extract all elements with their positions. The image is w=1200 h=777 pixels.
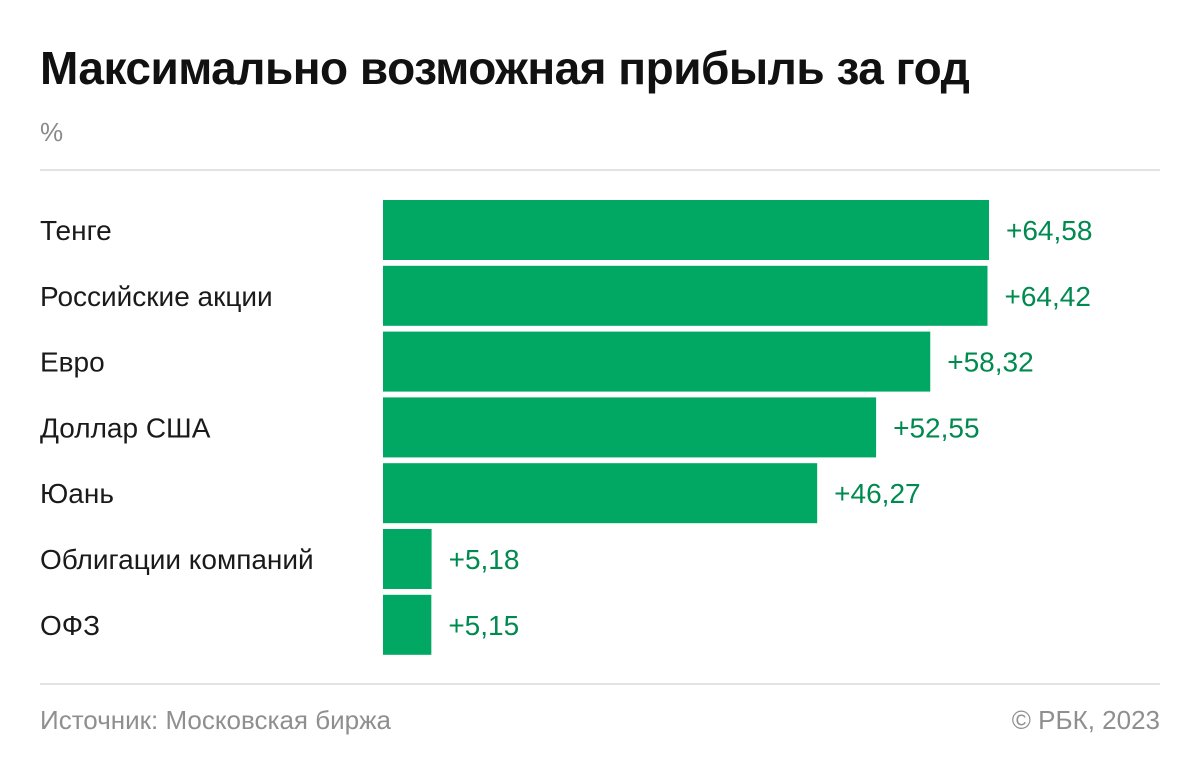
category-label: Российские акции xyxy=(40,281,273,312)
category-label: Облигации компаний xyxy=(40,544,314,575)
value-label: +64,42 xyxy=(1004,281,1090,312)
bar xyxy=(383,200,989,260)
value-label: +46,27 xyxy=(834,478,920,509)
bar xyxy=(383,397,877,458)
copyright-note: © РБК, 2023 xyxy=(1011,705,1160,735)
bar xyxy=(383,331,931,392)
chart-title: Максимально возможная прибыль за год xyxy=(40,42,970,94)
bar xyxy=(383,529,432,589)
category-label: Доллар США xyxy=(40,412,211,443)
category-label: ОФЗ xyxy=(40,610,100,641)
source-note: Источник: Московская биржа xyxy=(40,705,391,735)
top-divider xyxy=(40,169,1160,171)
bottom-divider xyxy=(40,683,1160,685)
value-label: +52,55 xyxy=(893,412,979,443)
category-label: Юань xyxy=(40,478,114,509)
value-label: +58,32 xyxy=(947,347,1033,378)
value-label: +64,58 xyxy=(1006,215,1092,246)
bar xyxy=(383,463,818,524)
bar xyxy=(383,594,432,655)
category-label: Евро xyxy=(40,347,105,378)
bar xyxy=(383,265,988,326)
category-label: Тенге xyxy=(40,215,112,246)
value-label: +5,18 xyxy=(449,544,520,575)
chart-unit: % xyxy=(40,117,64,147)
value-label: +5,15 xyxy=(448,610,519,641)
